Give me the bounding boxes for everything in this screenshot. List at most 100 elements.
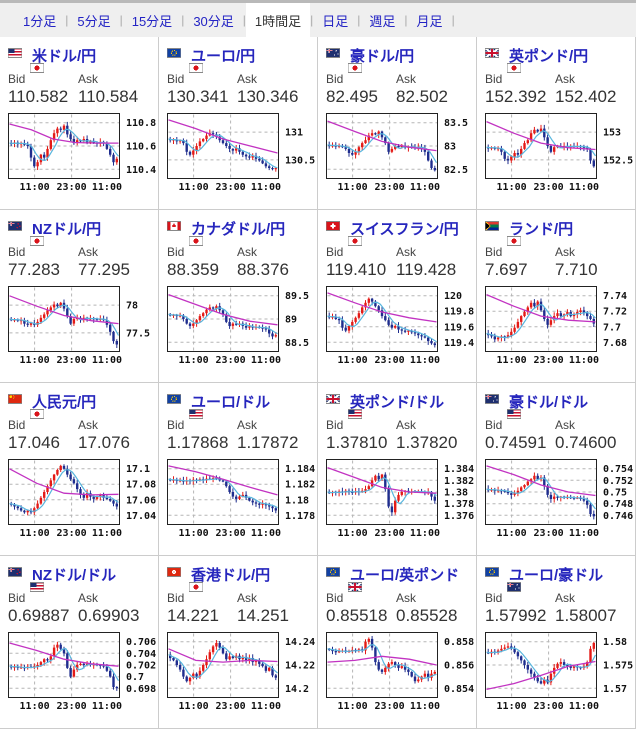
- timeframe-tab[interactable]: 1分足: [23, 13, 57, 29]
- timeframe-tab[interactable]: 15分足: [131, 13, 173, 29]
- pair-name-link[interactable]: カナダドル/円: [191, 220, 286, 238]
- bid-value: 110.582: [8, 87, 69, 106]
- ask-value: 0.74600: [555, 433, 617, 452]
- pair-name-link[interactable]: 豪ドル/円: [350, 47, 415, 65]
- pair-header: 香港ドル/円: [167, 564, 317, 592]
- pair-name-link[interactable]: スイスフラン/円: [350, 220, 459, 238]
- currency-pair-flags-icon: [167, 47, 203, 73]
- svg-text:0.752: 0.752: [603, 476, 633, 487]
- pair-name-link[interactable]: 人民元/円: [32, 393, 97, 411]
- svg-text:119.8: 119.8: [444, 307, 474, 318]
- pair-tile: ランド/円 Bid Ask 7.697 7.710 7.74 7.72 7.7 7.6…: [477, 210, 636, 383]
- ask-value: 17.076: [78, 433, 130, 452]
- tab-separator: |: [119, 13, 123, 27]
- currency-pair-flags-icon: [326, 220, 362, 246]
- pair-name-link[interactable]: ユーロ/円: [191, 47, 256, 65]
- pair-tile: ユーロ/豪ドル Bid Ask 1.57992 1.58007 1.58 1.57…: [477, 556, 636, 729]
- timeframe-tab[interactable]: 1時間足: [245, 3, 311, 37]
- svg-text:0.704: 0.704: [126, 649, 156, 660]
- pair-name-link[interactable]: ユーロ/豪ドル: [509, 566, 604, 584]
- svg-text:1.57: 1.57: [603, 684, 627, 695]
- currency-pair-flags-icon: [326, 566, 362, 592]
- candlestick-chart: 131 130.5 11:00 23:00 11:00: [167, 113, 317, 194]
- svg-text:11:00: 11:00: [410, 182, 440, 193]
- bid-label: Bid: [167, 245, 185, 259]
- quote-values-row: 1.17868 1.17872: [167, 433, 317, 453]
- svg-text:11:00: 11:00: [497, 182, 527, 193]
- svg-text:23:00: 23:00: [534, 182, 564, 193]
- quote-values-row: 77.283 77.295: [8, 260, 158, 280]
- svg-text:11:00: 11:00: [251, 701, 281, 712]
- svg-text:1.378: 1.378: [444, 499, 474, 510]
- ask-label: Ask: [78, 591, 99, 605]
- ask-label: Ask: [237, 72, 258, 86]
- candlestick-chart: 0.706 0.704 0.702 0.7 0.698 11:00 23:00 11:00: [8, 632, 158, 713]
- svg-text:11:00: 11:00: [20, 182, 50, 193]
- pair-name-link[interactable]: ユーロ/英ポンド: [350, 566, 460, 584]
- svg-text:11:00: 11:00: [20, 355, 50, 366]
- quote-values-row: 119.410 119.428: [326, 260, 476, 280]
- candlestick-chart: 1.58 1.575 1.57 11:00 23:00 11:00: [485, 632, 635, 713]
- pair-tile: NZドル/円 Bid Ask 77.283 77.295 78 77.5 11:00…: [0, 210, 159, 383]
- quote-values-row: 1.37810 1.37820: [326, 433, 476, 453]
- svg-text:110.6: 110.6: [126, 142, 156, 153]
- pair-name-link[interactable]: 米ドル/円: [32, 47, 97, 65]
- pair-name-link[interactable]: 豪ドル/ドル: [509, 393, 589, 411]
- timeframe-tab[interactable]: 30分足: [193, 13, 234, 29]
- svg-text:11:00: 11:00: [569, 528, 599, 539]
- svg-text:11:00: 11:00: [410, 355, 440, 366]
- svg-text:1.182: 1.182: [285, 480, 315, 491]
- svg-text:23:00: 23:00: [375, 355, 405, 366]
- pair-tile: 英ポンド/ドル Bid Ask 1.37810 1.37820 1.384 1.3…: [318, 383, 477, 556]
- bid-label: Bid: [326, 591, 344, 605]
- candlestick-chart: 0.858 0.856 0.854 11:00 23:00 11:00: [326, 632, 476, 713]
- pair-name-link[interactable]: ランド/円: [509, 220, 574, 238]
- ask-label: Ask: [396, 418, 417, 432]
- pair-name-link[interactable]: NZドル/ドル: [32, 566, 117, 584]
- svg-text:11:00: 11:00: [179, 528, 209, 539]
- svg-text:17.06: 17.06: [126, 495, 156, 506]
- pair-name-link[interactable]: 香港ドル/円: [191, 566, 271, 584]
- ask-label: Ask: [396, 245, 417, 259]
- timeframe-tab[interactable]: 日足: [322, 13, 349, 29]
- ask-label: Ask: [555, 591, 576, 605]
- svg-text:11:00: 11:00: [410, 701, 440, 712]
- svg-text:0.858: 0.858: [444, 637, 474, 648]
- pair-name-link[interactable]: 英ポンド/ドル: [350, 393, 445, 411]
- currency-pair-flags-icon: [8, 566, 44, 592]
- pair-name-link[interactable]: NZドル/円: [32, 220, 102, 238]
- ask-label: Ask: [78, 418, 99, 432]
- currency-pair-flags-icon: [8, 220, 44, 246]
- svg-text:119.4: 119.4: [444, 338, 474, 349]
- quote-labels-row: Bid Ask: [167, 418, 317, 432]
- timeframe-tab[interactable]: 週足: [369, 13, 396, 29]
- quote-labels-row: Bid Ask: [326, 245, 476, 259]
- svg-text:23:00: 23:00: [216, 701, 246, 712]
- ask-value: 152.402: [555, 87, 617, 106]
- svg-text:23:00: 23:00: [57, 182, 87, 193]
- pair-header: カナダドル/円: [167, 218, 317, 246]
- ask-label: Ask: [555, 245, 576, 259]
- timeframe-tab[interactable]: 月足: [416, 13, 443, 29]
- svg-text:17.08: 17.08: [126, 480, 156, 491]
- bid-label: Bid: [485, 245, 503, 259]
- timeframe-tab[interactable]: 5分足: [77, 13, 111, 29]
- quote-labels-row: Bid Ask: [167, 591, 317, 605]
- pair-tile: ユーロ/円 Bid Ask 130.341 130.346 131 130.5 11…: [159, 37, 318, 210]
- candlestick-chart: 120 119.8 119.6 119.4 11:00 23:00 11:00: [326, 286, 476, 367]
- candlestick-chart: 7.74 7.72 7.7 7.68 11:00 23:00 11:00: [485, 286, 635, 367]
- quote-labels-row: Bid Ask: [167, 245, 317, 259]
- svg-text:7.68: 7.68: [603, 338, 627, 349]
- svg-text:11:00: 11:00: [179, 182, 209, 193]
- svg-text:11:00: 11:00: [569, 182, 599, 193]
- svg-text:14.2: 14.2: [285, 684, 309, 695]
- pair-name-link[interactable]: ユーロ/ドル: [191, 393, 271, 411]
- svg-text:23:00: 23:00: [534, 355, 564, 366]
- tab-separator: |: [65, 13, 69, 27]
- pair-header: ユーロ/英ポンド: [326, 564, 476, 592]
- svg-text:23:00: 23:00: [375, 182, 405, 193]
- ask-label: Ask: [396, 72, 417, 86]
- bid-value: 1.57992: [485, 606, 547, 625]
- pair-name-link[interactable]: 英ポンド/円: [509, 47, 589, 65]
- svg-text:1.384: 1.384: [444, 464, 474, 475]
